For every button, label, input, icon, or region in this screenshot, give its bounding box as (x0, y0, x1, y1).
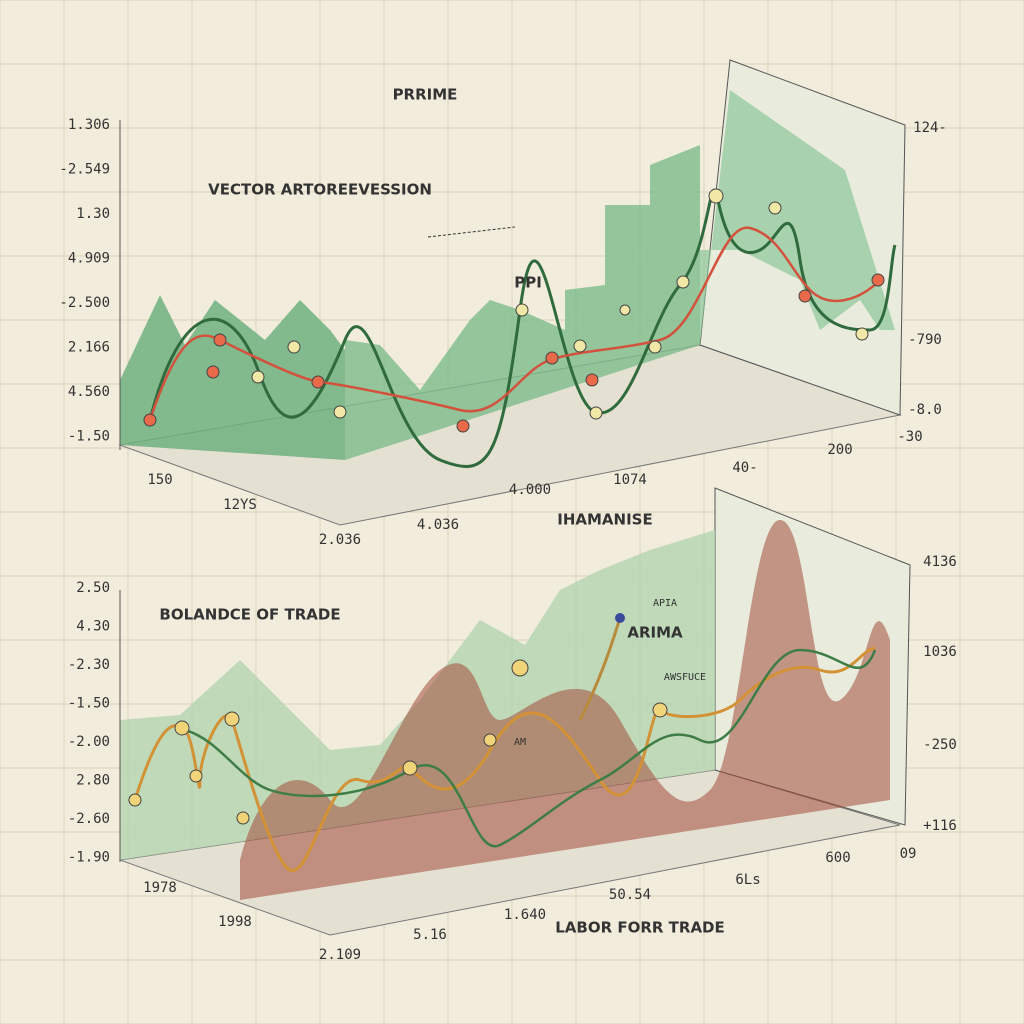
tick-label: -250 (923, 737, 957, 753)
labels: PRRIME VECTOR ARTOREEVESSION PPI IHAMANI… (159, 86, 724, 937)
tick-label: -2.30 (68, 657, 110, 673)
tick-label: 6Ls (735, 872, 760, 888)
tick-label: 50.54 (609, 887, 651, 903)
marker (615, 613, 625, 623)
tick-label: 1.640 (504, 907, 546, 923)
tick-label: 5.16 (413, 927, 447, 943)
area (345, 145, 700, 460)
tick-label: 09 (900, 846, 917, 862)
tick-label: 1036 (923, 644, 957, 660)
tick-label: 4.036 (417, 517, 459, 533)
tick-label: -2.60 (68, 811, 110, 827)
tick-label: 12YS (223, 497, 257, 513)
tick-label: 1.30 (76, 206, 110, 222)
tick-label: -2.500 (59, 295, 110, 311)
area (240, 520, 890, 900)
top-panel (118, 59, 906, 526)
area (120, 295, 345, 460)
tick-label: 4.560 (68, 384, 110, 400)
tick-label: -790 (908, 332, 942, 348)
markers (251, 188, 869, 420)
annotation: AM (514, 737, 526, 748)
tick-label: 2.80 (76, 773, 110, 789)
tick-label: 150 (147, 472, 172, 488)
line (578, 617, 622, 721)
annotation: APIA (653, 598, 677, 609)
tick-label: 2.50 (76, 580, 110, 596)
title: PRRIME (393, 86, 458, 104)
wall-area (700, 90, 895, 345)
tick-label: 1978 (143, 880, 177, 896)
tick-label: 1.306 (68, 117, 110, 133)
tick-label: 1998 (218, 914, 252, 930)
line (148, 188, 897, 468)
footer-label: LABOR FORR TRADE (555, 919, 725, 937)
tick-label: -1.90 (68, 850, 110, 866)
title: IHAMANISE (557, 511, 652, 529)
subtitle: BOLANDCE OF TRADE (159, 606, 340, 624)
tick-label: -1.50 (68, 429, 110, 445)
tick-label: 2.036 (319, 532, 361, 548)
tick-label: -2.00 (68, 734, 110, 750)
tick-label: 4.000 (509, 482, 551, 498)
tick-label: 200 (827, 442, 852, 458)
bottom-panel (119, 487, 911, 936)
tick-label: 4.909 (68, 251, 110, 267)
tick-label: 2.109 (319, 947, 361, 963)
tick-label: -1.50 (68, 696, 110, 712)
tick-label: 1074 (613, 472, 647, 488)
annotation: AWSFUCE (664, 672, 706, 683)
tick-label: 124- (913, 120, 947, 136)
tick-label: 40- (732, 460, 757, 476)
annotation: ARIMA (627, 624, 683, 642)
tick-label: 2.166 (68, 340, 110, 356)
subtitle: VECTOR ARTOREEVESSION (208, 181, 432, 199)
tick-label: 600 (825, 850, 850, 866)
annotation-line (427, 226, 516, 238)
tick-label: 4.30 (76, 619, 110, 635)
annotation: PPI (514, 274, 542, 292)
markers (143, 273, 885, 433)
tick-label: -2.549 (59, 162, 110, 178)
tick-label: 4136 (923, 554, 957, 570)
tick-label: -30 (897, 429, 922, 445)
markers (128, 659, 668, 825)
tick-label: -8.0 (908, 402, 942, 418)
tick-label: +116 (923, 818, 957, 834)
line (184, 648, 877, 848)
